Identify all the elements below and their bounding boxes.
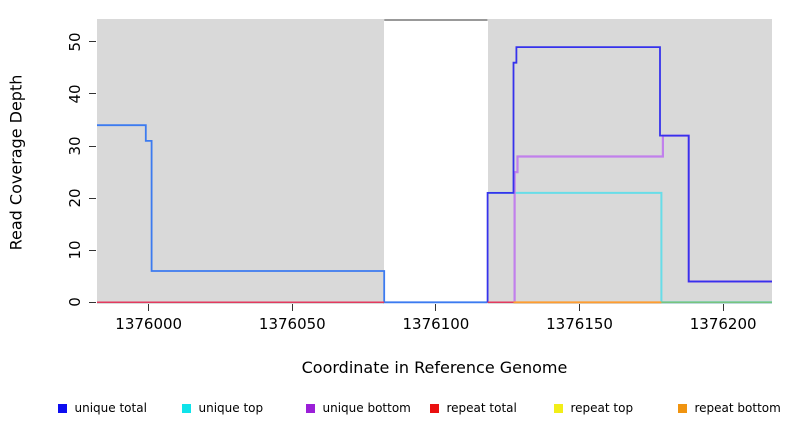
y-tick-mark	[89, 145, 96, 147]
x-tick-mark	[148, 304, 150, 311]
y-tick-label: 40	[66, 84, 84, 104]
legend-item-repeat-bottom: repeat bottom	[677, 398, 781, 418]
legend-label: repeat top	[570, 401, 634, 415]
x-tick-label: 1376050	[258, 315, 326, 333]
y-tick-mark	[89, 249, 96, 251]
x-tick-mark	[579, 304, 581, 311]
series-unique-total-left	[97, 124, 488, 304]
legend-swatch-icon	[553, 403, 563, 413]
legend-label: unique top	[198, 401, 264, 415]
series-unique-bottom	[513, 134, 772, 303]
legend-label: repeat bottom	[694, 401, 781, 415]
y-tick-mark	[89, 197, 96, 199]
legend: unique total unique top unique bottom repea…	[0, 398, 792, 420]
legend-label: unique total	[74, 401, 147, 415]
legend-item-repeat-total: repeat total	[429, 398, 517, 418]
legend-swatch-icon	[57, 403, 67, 413]
y-tick-label: 0	[66, 297, 84, 308]
x-tick-label: 1376100	[402, 315, 470, 333]
y-tick-label: 10	[66, 240, 84, 260]
legend-item-unique-total: unique total	[57, 398, 147, 418]
legend-item-unique-bottom: unique bottom	[305, 398, 411, 418]
y-tick-label: 30	[66, 136, 84, 156]
y-axis-title: Read Coverage Depth	[6, 74, 26, 251]
legend-swatch-icon	[305, 403, 315, 413]
plot-area	[97, 19, 772, 304]
x-tick-label: 1376150	[546, 315, 613, 333]
x-tick-mark	[291, 304, 293, 311]
y-tick-label: 20	[66, 188, 84, 208]
y-tick-mark	[89, 93, 96, 95]
chart-lines	[97, 19, 772, 304]
x-tick-mark	[435, 304, 437, 311]
legend-label: unique bottom	[322, 401, 411, 415]
x-tick-label: 1376000	[115, 315, 183, 333]
y-tick-mark	[89, 301, 96, 303]
x-tick-mark	[722, 304, 724, 311]
series-unique-total-right	[486, 46, 772, 303]
x-tick-label: 1376200	[689, 315, 757, 333]
y-tick-mark	[89, 41, 96, 43]
legend-swatch-icon	[181, 403, 191, 413]
legend-swatch-icon	[677, 403, 687, 413]
masked-white-region	[384, 19, 488, 304]
legend-label: repeat total	[446, 401, 517, 415]
legend-item-repeat-top: repeat top	[553, 398, 634, 418]
series-unique-top	[487, 191, 772, 304]
x-axis-title: Coordinate in Reference Genome	[301, 358, 568, 377]
legend-swatch-icon	[429, 403, 439, 413]
legend-item-unique-top: unique top	[181, 398, 264, 418]
y-tick-label: 50	[66, 32, 84, 52]
